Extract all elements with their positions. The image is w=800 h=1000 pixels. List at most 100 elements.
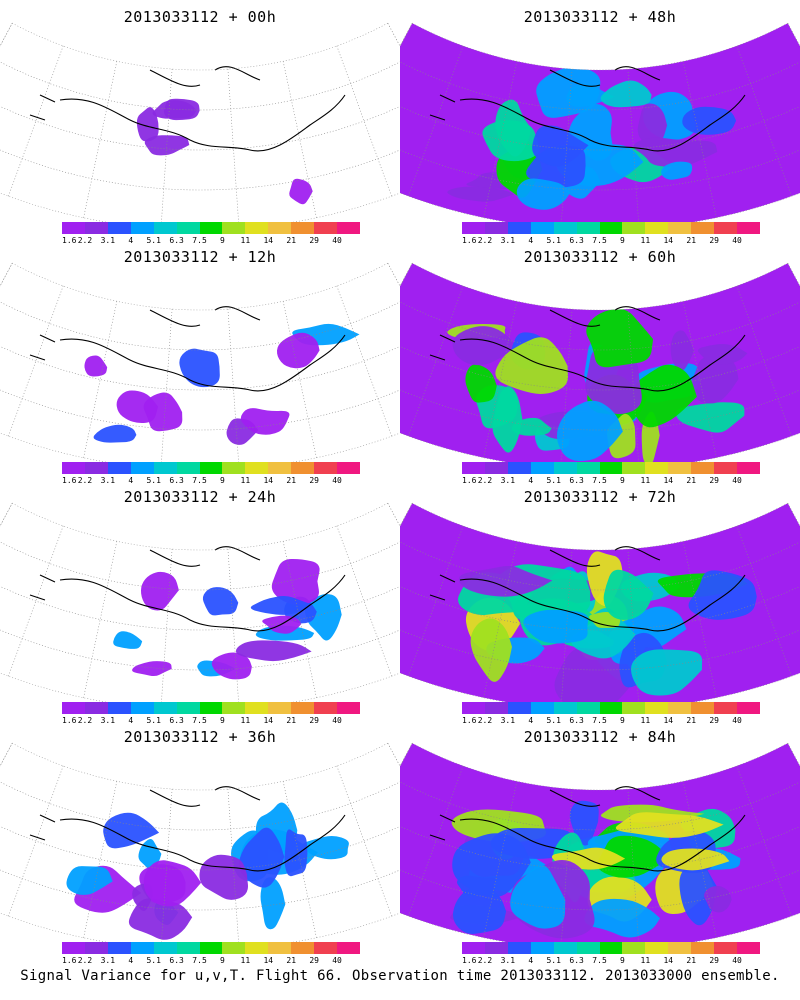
colorbar-swatch [553, 462, 577, 474]
colorbar-tick-label: 11 [640, 236, 651, 245]
colorbar-tick-label: 14 [263, 956, 274, 965]
colorbar-tick-label: 2.2 [77, 956, 93, 965]
panel-title: 2013033112 + 60h [523, 248, 677, 266]
colorbar-tick-label: 2.2 [477, 236, 493, 245]
latitude-line [400, 105, 800, 151]
colorbar-swatch [62, 222, 85, 234]
colorbar-labels: 1.6 2.2 3.1 4 5.1 6.3 7.5 9 11 14 21 29 40 [462, 476, 760, 486]
colorbar-tick-label: 40 [332, 236, 342, 245]
variance-contour [675, 402, 745, 433]
map-boundary [0, 742, 400, 942]
colorbar-tick-label: 9 [220, 716, 225, 725]
colorbar-tick-label: 1.6 [462, 476, 477, 485]
colorbar-swatch [199, 462, 223, 474]
colorbar-swatch [645, 702, 669, 714]
colorbar-tick-label: 21 [286, 956, 297, 965]
colorbar-swatch [691, 942, 715, 954]
colorbar-tick-label: 6.3 [169, 476, 184, 485]
colorbar-labels: 1.6 2.2 3.1 4 5.1 6.3 7.5 9 11 14 21 29 40 [62, 716, 360, 726]
variance-contour [202, 587, 239, 616]
colorbar-swatch [199, 222, 223, 234]
colorbar-tick-label: 1.6 [462, 956, 477, 965]
colorbar [462, 462, 760, 474]
colorbar-tick-label: 1.6 [62, 236, 77, 245]
colorbar-tick-label: 2.2 [477, 956, 493, 965]
latitude-line [400, 541, 800, 591]
colorbar-swatch [130, 462, 154, 474]
colorbar-tick-label: 29 [309, 956, 319, 965]
colorbar-labels: 1.6 2.2 3.1 4 5.1 6.3 7.5 9 11 14 21 29 40 [462, 716, 760, 726]
colorbar [462, 222, 760, 234]
colorbar-tick-label: 14 [263, 476, 274, 485]
variance-contour [211, 652, 252, 680]
colorbar-swatch [507, 702, 531, 714]
colorbar-tick-label: 5.1 [546, 716, 561, 725]
longitude-line [8, 765, 64, 917]
figure-caption: Signal Variance for u,v,T. Flight 66. Ob… [20, 968, 780, 984]
forecast-panel: 2013033112 + 48h 1.6 2.2 3.1 4 5.1 6.3 7.5 9 11 14… [400, 0, 800, 245]
colorbar-tick-label: 1.6 [62, 476, 77, 485]
map-plot [0, 22, 400, 222]
forecast-panel: 2013033112 + 60h 1.6 2.2 3.1 4 5.1 6.3 7.5 9 11 14… [400, 240, 800, 485]
colorbar-swatch [130, 702, 154, 714]
variance-contour [465, 364, 497, 403]
colorbar-tick-label: 9 [220, 476, 225, 485]
variance-contour [250, 596, 313, 615]
variance-contour [603, 569, 654, 620]
colorbar-swatch [714, 942, 738, 954]
panel-title: 2013033112 + 24h [123, 488, 277, 506]
colorbar-swatch [314, 462, 338, 474]
variance-contour [661, 848, 730, 871]
longitude-line [83, 61, 118, 218]
variance-contour [633, 137, 718, 167]
colorbar-tick-label: 29 [309, 716, 319, 725]
colorbar-tick-label: 3.1 [500, 476, 516, 485]
colorbar-tick-label: 9 [620, 956, 625, 965]
coastline [429, 786, 746, 872]
colorbar-swatch [222, 942, 246, 954]
colorbar-tick-label: 11 [240, 476, 251, 485]
variance-contour [511, 417, 552, 436]
colorbar-tick-label: 5.1 [546, 956, 561, 965]
colorbar-tick-label: 3.1 [500, 956, 516, 965]
colorbar-tick-label: 29 [709, 236, 719, 245]
colorbar-swatch [668, 222, 692, 234]
map-boundary [400, 742, 800, 942]
coastline [29, 66, 346, 152]
coastline [29, 306, 346, 392]
colorbar-swatch [291, 942, 315, 954]
colorbar-swatch [199, 942, 223, 954]
colorbar-tick-label: 7.5 [592, 476, 607, 485]
latitude-line [0, 301, 400, 351]
variance-contour [113, 631, 143, 649]
variance-contour [704, 885, 732, 913]
colorbar-swatch [737, 222, 760, 234]
longitude-line [0, 263, 13, 287]
colorbar-swatch [107, 942, 131, 954]
longitude-line [387, 743, 400, 767]
colorbar [62, 942, 360, 954]
colorbar [62, 462, 360, 474]
variance-contour [523, 609, 589, 644]
colorbar-swatch [714, 462, 738, 474]
coastline [429, 546, 746, 632]
variance-contour [661, 161, 693, 180]
colorbar-swatch [737, 942, 760, 954]
colorbar-tick-label: 4 [528, 716, 534, 725]
colorbar-swatch [176, 702, 200, 714]
colorbar [62, 222, 360, 234]
colorbar-swatch [130, 222, 154, 234]
panel-title: 2013033112 + 12h [123, 248, 277, 266]
longitude-line [0, 503, 13, 527]
map-plot [400, 22, 800, 222]
variance-contour [271, 558, 320, 605]
colorbar-tick-label: 7.5 [592, 236, 607, 245]
colorbar-swatch [691, 222, 715, 234]
colorbar-tick-label: 5.1 [146, 956, 161, 965]
colorbar-swatch [576, 222, 600, 234]
colorbar-tick-label: 7.5 [192, 956, 207, 965]
colorbar-swatch [245, 222, 269, 234]
colorbar-swatch [714, 702, 738, 714]
colorbar-swatch [484, 222, 508, 234]
colorbar-tick-label: 3.1 [500, 236, 516, 245]
